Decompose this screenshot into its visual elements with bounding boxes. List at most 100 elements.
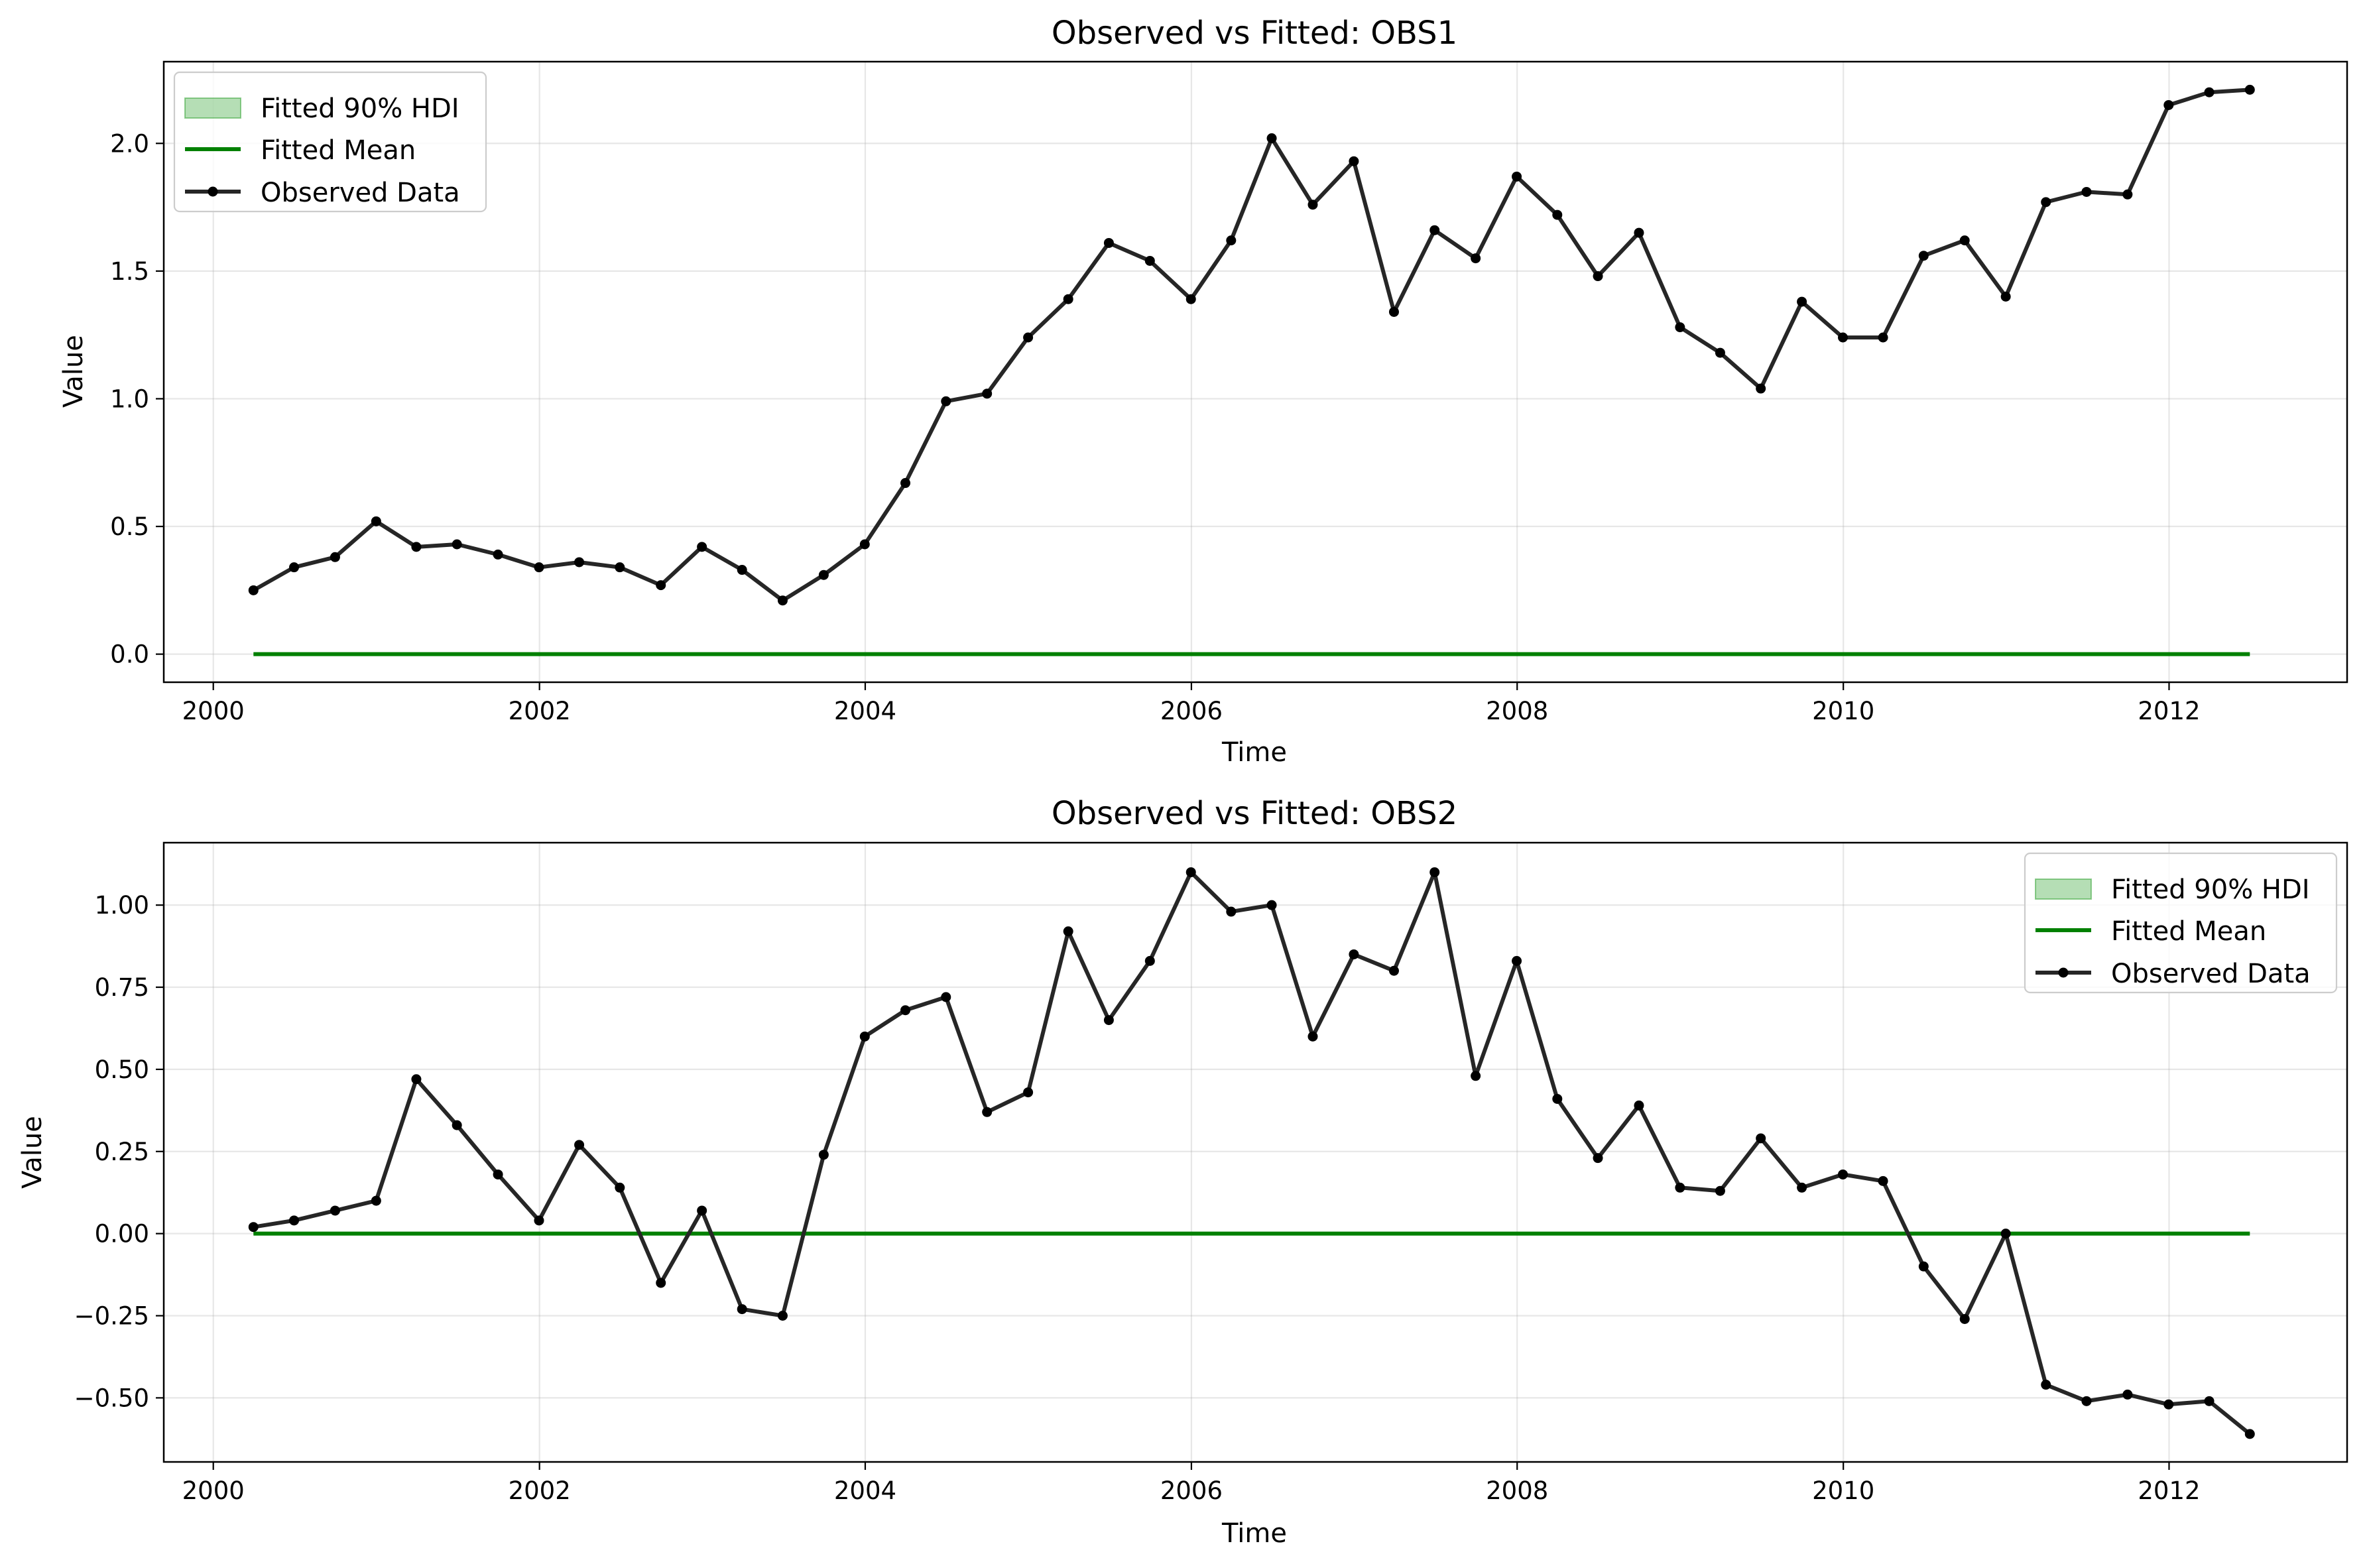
observed-point	[1838, 332, 1849, 343]
y-tick-label: −0.50	[74, 1384, 149, 1412]
x-tick-label: 2002	[509, 697, 571, 725]
y-tick-label: 1.5	[110, 257, 149, 286]
y-tick-label: 1.0	[110, 385, 149, 413]
observed-point	[1429, 225, 1440, 235]
chart-title: Observed vs Fitted: OBS1	[1052, 15, 1457, 52]
observed-point	[493, 1169, 503, 1179]
x-tick-label: 2008	[1486, 1477, 1548, 1505]
legend-swatch-observed-marker	[208, 186, 218, 197]
observed-point	[2081, 186, 2092, 197]
x-axis-label: Time	[1221, 737, 1287, 768]
observed-point	[1349, 949, 1359, 959]
plot-frame	[162, 841, 2348, 1463]
grid-lines	[164, 843, 2347, 1462]
observed-point	[574, 1140, 585, 1150]
observed-point	[1266, 133, 1277, 144]
observed-point	[1878, 332, 1888, 343]
legend-label: Fitted Mean	[261, 135, 416, 166]
y-tick-label: 0.50	[95, 1055, 149, 1084]
observed-point	[615, 1182, 625, 1193]
legend-box	[173, 71, 487, 213]
observed-point	[371, 1195, 381, 1206]
observed-point	[1959, 1313, 1970, 1324]
observed-point	[1959, 235, 1970, 246]
legend-label: Fitted Mean	[2111, 916, 2266, 947]
x-tick-label: 2006	[1160, 697, 1223, 725]
observed-point	[2204, 87, 2215, 97]
observed-point	[289, 562, 300, 573]
x-tick-label: 2010	[1812, 1477, 1874, 1505]
observed-point	[1878, 1176, 1888, 1186]
observed-point	[1756, 1133, 1766, 1144]
observed-point	[1266, 900, 1277, 910]
observed-point	[737, 1304, 747, 1315]
plot-frame	[162, 60, 2348, 684]
y-axis-ticks: 0.0 0.5 1.0 1.5 2.0	[110, 129, 164, 669]
y-axis-label: Value	[58, 335, 89, 408]
legend-swatch-hdi	[2035, 878, 2092, 900]
observed-point	[1307, 1031, 1318, 1042]
legend-swatch-observed-marker	[2058, 967, 2069, 978]
observed-point	[1797, 1182, 1807, 1193]
x-tick-label: 2008	[1486, 697, 1548, 725]
observed-point	[1797, 296, 1807, 307]
x-tick-label: 2004	[834, 697, 896, 725]
observed-point	[982, 1107, 993, 1117]
x-tick-label: 2004	[834, 1477, 896, 1505]
observed-point	[330, 552, 340, 562]
observed-point	[2000, 291, 2011, 302]
legend-box	[2024, 852, 2338, 994]
observed-point	[289, 1215, 300, 1226]
observed-point	[411, 1074, 422, 1085]
observed-point	[1512, 171, 1522, 182]
observed-point	[330, 1205, 340, 1216]
observed-point	[371, 516, 381, 526]
observed-point	[1593, 1153, 1603, 1164]
observed-points	[248, 867, 2255, 1439]
observed-point	[534, 1215, 544, 1226]
observed-point	[1063, 294, 1073, 304]
y-axis-label: Value	[17, 1116, 48, 1189]
observed-point	[1471, 1071, 1481, 1081]
observed-point	[2244, 84, 2255, 95]
observed-point	[941, 992, 951, 1002]
observed-point	[493, 549, 503, 560]
observed-point	[1388, 306, 1399, 317]
observed-point	[656, 1278, 666, 1288]
x-tick-label: 2006	[1160, 1477, 1223, 1505]
observed-point	[737, 565, 747, 575]
observed-point	[1593, 271, 1603, 282]
observed-point	[818, 570, 829, 580]
chart-title: Observed vs Fitted: OBS2	[1052, 795, 1457, 832]
observed-point	[2163, 1399, 2174, 1410]
observed-point	[859, 539, 870, 550]
chart-panel-obs1: Observed vs Fitted: OBS1 2000 2002 2004 200…	[58, 15, 2348, 768]
legend: Fitted 90% HDI Fitted Mean Observed Data	[2024, 852, 2338, 994]
observed-point	[697, 542, 707, 552]
observed-point	[248, 585, 259, 595]
observed-point	[1226, 906, 1237, 917]
observed-point	[1715, 1185, 1725, 1196]
observed-point	[2041, 197, 2051, 208]
y-tick-label: 1.00	[95, 891, 149, 920]
observed-point	[1918, 1261, 1929, 1272]
observed-point	[1144, 955, 1155, 966]
chart-panel-obs2: Observed vs Fitted: OBS2 2000 2002 2004 200…	[17, 795, 2348, 1549]
observed-point	[574, 557, 585, 568]
observed-point	[2163, 99, 2174, 110]
observed-point	[1226, 235, 1237, 246]
observed-point	[248, 1222, 259, 1233]
x-axis-label: Time	[1221, 1518, 1287, 1549]
observed-point	[1756, 383, 1766, 394]
observed-point	[452, 1120, 462, 1130]
observed-point	[697, 1205, 707, 1216]
observed-point	[1388, 965, 1399, 976]
observed-point	[2081, 1396, 2092, 1406]
y-axis-ticks: −0.50 −0.25 0.00 0.25 0.50 0.75 1.00	[74, 891, 164, 1412]
observed-point	[615, 562, 625, 573]
observed-point	[1063, 926, 1073, 937]
series-lines	[253, 870, 2252, 1436]
x-tick-label: 2012	[2138, 697, 2200, 725]
x-tick-label: 2000	[182, 1477, 245, 1505]
